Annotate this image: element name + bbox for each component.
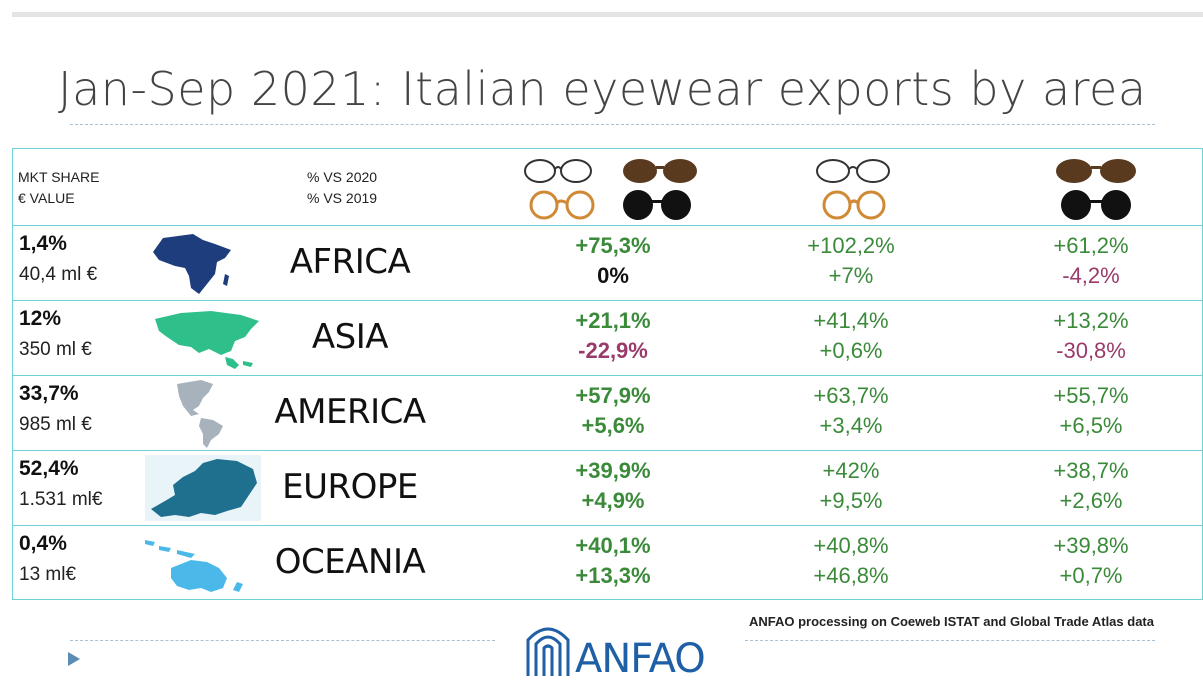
euro-value: 13 ml€ [19, 564, 77, 585]
frames-vs-2019: +9,5% [819, 488, 883, 513]
euro-value: 40,4 ml € [19, 264, 98, 285]
total-vs-2019: +13,3% [575, 563, 651, 588]
page-title: Jan-Sep 2021: Italian eyewear exports by… [58, 62, 1147, 116]
region-name: AFRICA [289, 242, 411, 282]
total-vs-2019: 0% [597, 263, 629, 288]
top-bar [12, 12, 1203, 17]
sunglasses-vs-2019: -4,2% [1062, 263, 1120, 288]
market-share: 33,7% [19, 382, 79, 405]
asia-map-icon [155, 311, 259, 369]
table-row-europe: 52,4% 1.531 ml€ EUROPE +39,9% +4,9% +42%… [13, 450, 1202, 525]
frames-vs-2019: +0,6% [819, 338, 883, 363]
sunglasses-vs-2020: +38,7% [1053, 458, 1129, 483]
sunglasses-vs-2020: +61,2% [1053, 233, 1129, 258]
sunglasses-vs-2020: +55,7% [1053, 383, 1129, 408]
total-vs-2020: +40,1% [575, 533, 651, 558]
mkt-share-label: MKT SHARE [18, 169, 100, 185]
exports-table: MKT SHARE € VALUE % VS 2020 % VS 2019 [12, 148, 1203, 600]
frames-vs-2020: +102,2% [807, 233, 895, 258]
frames-vs-2020: +63,7% [813, 383, 889, 408]
market-share: 52,4% [19, 457, 79, 480]
europe-map-icon [145, 455, 261, 521]
play-icon[interactable] [68, 652, 80, 666]
sunglasses-vs-2019: +2,6% [1059, 488, 1123, 513]
frames-vs-2019: +7% [828, 263, 874, 288]
divider [70, 124, 1155, 125]
frames-vs-2020: +42% [822, 458, 880, 483]
eyeglasses-sunglasses-icon [524, 159, 697, 220]
market-share: 12% [19, 307, 62, 330]
euro-value: 1.531 ml€ [19, 489, 103, 510]
market-share: 1,4% [19, 232, 67, 255]
euro-value-label: € VALUE [18, 190, 75, 206]
total-vs-2020: +39,9% [575, 458, 651, 483]
table-header: MKT SHARE € VALUE % VS 2020 % VS 2019 [13, 149, 1202, 225]
market-share: 0,4% [19, 532, 67, 555]
frames-vs-2019: +3,4% [819, 413, 883, 438]
sunglasses-vs-2019: +0,7% [1059, 563, 1123, 588]
total-vs-2019: -22,9% [578, 338, 648, 363]
region-name: OCEANIA [274, 542, 426, 582]
header-mkt-share: MKT SHARE € VALUE [18, 167, 99, 209]
total-vs-2020: +21,1% [575, 308, 651, 333]
oceania-map-icon [145, 540, 243, 592]
total-vs-2019: +4,9% [581, 488, 645, 513]
header-vs: % VS 2020 % VS 2019 [307, 167, 377, 209]
frames-vs-2020: +40,8% [813, 533, 889, 558]
america-map-icon [177, 380, 223, 448]
total-vs-2019: +5,6% [581, 413, 645, 438]
eyeglasses-icon [816, 159, 890, 220]
divider [745, 640, 1155, 641]
table-row-america: 33,7% 985 ml € AMERICA +57,9% +5,6% +63,… [13, 375, 1202, 450]
frames-vs-2019: +46,8% [813, 563, 889, 588]
euro-value: 985 ml € [19, 414, 92, 435]
total-vs-2020: +57,9% [575, 383, 651, 408]
frames-vs-2020: +41,4% [813, 308, 889, 333]
euro-value: 350 ml € [19, 339, 92, 360]
table-row-oceania: 0,4% 13 ml€ OCEANIA +40,1% +13,3% +40,8%… [13, 525, 1202, 600]
divider [70, 640, 495, 641]
vs2020-label: % VS 2020 [307, 169, 378, 185]
sunglasses-vs-2019: -30,8% [1056, 338, 1126, 363]
sunglasses-vs-2019: +6,5% [1059, 413, 1123, 438]
source-note: ANFAO processing on Coeweb ISTAT and Glo… [749, 614, 1154, 629]
sunglasses-vs-2020: +13,2% [1053, 308, 1129, 333]
total-vs-2020: +75,3% [575, 233, 651, 258]
region-name: ASIA [311, 317, 389, 357]
sunglasses-vs-2020: +39,8% [1053, 533, 1129, 558]
sunglasses-icon [1056, 159, 1136, 220]
table-row-asia: 12% 350 ml € ASIA +21,1% -22,9% +41,4% +… [13, 300, 1202, 375]
table-row-africa: 1,4% 40,4 ml € AFRICA +75,3% 0% +102,2% … [13, 225, 1202, 300]
vs2019-label: % VS 2019 [307, 190, 378, 206]
anfao-logo-icon [526, 627, 570, 676]
region-name: AMERICA [274, 392, 426, 432]
region-name: EUROPE [282, 467, 418, 507]
anfao-logo-text: ANFAO [575, 636, 706, 682]
africa-map-icon [153, 234, 231, 294]
